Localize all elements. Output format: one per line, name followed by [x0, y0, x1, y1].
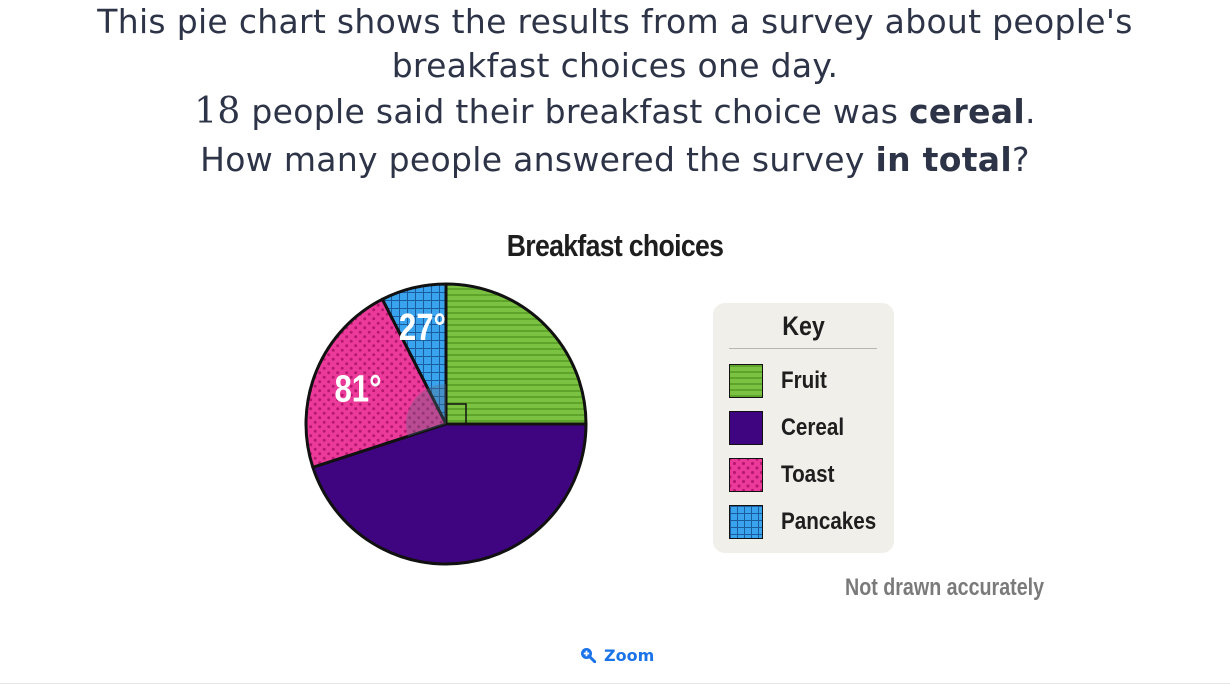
legend-item-fruit: Fruit — [729, 364, 889, 400]
angle-arc-pancakes — [427, 384, 446, 424]
pie-slice-pancakes — [380, 282, 448, 426]
legend-key: Key Fruit Cereal Toast Pancakes — [713, 303, 894, 553]
legend-swatch-pancakes — [729, 505, 763, 539]
chart-title: Breakfast choices — [506, 228, 724, 263]
question-line-3: 18 people said their breakfast choice wa… — [0, 90, 1230, 134]
angle-label-pancakes: 27° — [399, 307, 446, 349]
right-angle-marker — [446, 403, 467, 424]
legend-divider — [729, 348, 877, 349]
legend-label-fruit: Fruit — [781, 367, 827, 394]
legend-item-cereal: Cereal — [729, 411, 889, 447]
pie-overlays: 81° 27° — [334, 307, 467, 437]
cereal-count: 18 — [194, 91, 241, 132]
not-drawn-accurately-note: Not drawn accurately — [845, 574, 1045, 601]
question-line-4: How many people answered the survey in t… — [0, 138, 1230, 182]
zoom-label: Zoom — [604, 645, 655, 665]
zoom-in-icon — [581, 648, 596, 663]
pie-slices — [304, 282, 588, 566]
question-line-3-end: . — [1024, 92, 1036, 131]
angle-label-toast: 81° — [334, 369, 381, 411]
pie-chart: 81° 27° — [304, 282, 588, 566]
question-line-4-end: ? — [1011, 140, 1030, 179]
question-line-2: breakfast choices one day. — [391, 46, 839, 85]
question-line-3-text: people said their breakfast choice was — [240, 92, 909, 131]
pie-slice-cereal — [311, 422, 588, 566]
legend-item-pancakes: Pancakes — [729, 505, 889, 541]
legend-swatch-cereal — [729, 411, 763, 445]
legend-item-toast: Toast — [729, 458, 889, 494]
pie-slice-toast — [304, 297, 448, 469]
in-total-emphasis: in total — [875, 140, 1012, 179]
legend-swatch-toast — [729, 458, 763, 492]
pie-slice-fruit — [444, 282, 588, 426]
legend-label-cereal: Cereal — [781, 414, 845, 441]
legend-label-pancakes: Pancakes — [781, 508, 877, 535]
question-line-4-text: How many people answered the survey — [200, 140, 876, 179]
cereal-emphasis: cereal — [909, 92, 1025, 131]
legend-title: Key — [782, 311, 825, 341]
angle-arc-toast — [406, 388, 446, 437]
legend-swatch-fruit — [729, 364, 763, 398]
legend-label-toast: Toast — [781, 461, 835, 488]
zoom-button[interactable]: Zoom — [580, 644, 654, 666]
question-line-1: This pie chart shows the results from a … — [97, 2, 1133, 41]
